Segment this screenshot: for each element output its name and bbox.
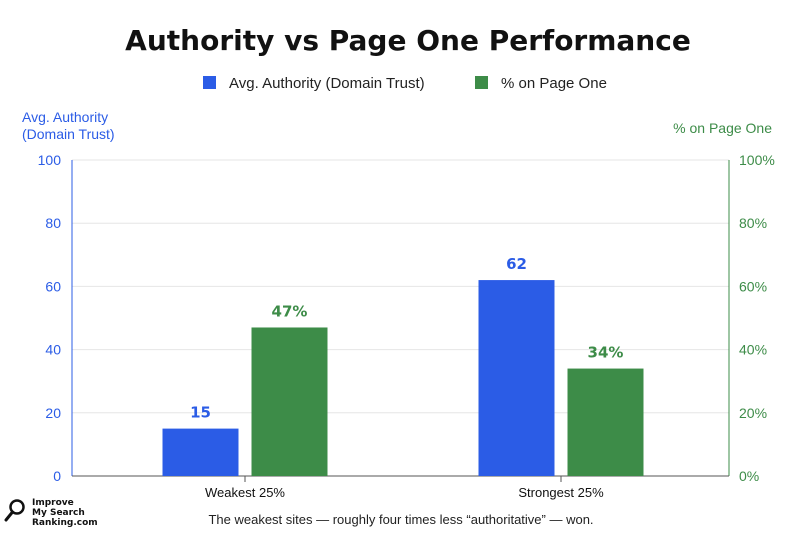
legend-label-page-one: % on Page One: [501, 75, 607, 92]
right-tick-label-0: 0%: [739, 468, 759, 484]
legend-label-authority: Avg. Authority (Domain Trust): [229, 75, 425, 92]
category-label-1: Strongest 25%: [518, 485, 604, 500]
bar-authority-1: [478, 280, 555, 476]
left-axis-title-line-1: Avg. Authority: [22, 109, 108, 125]
chart-title: Authority vs Page One Performance: [125, 24, 691, 57]
bar-authority-0: [162, 428, 239, 476]
right-tick-label-5: 100%: [739, 152, 775, 168]
right-tick-label-1: 20%: [739, 405, 767, 421]
right-tick-label-2: 40%: [739, 342, 767, 358]
data-label-authority-1: 62: [506, 255, 527, 273]
left-tick-label-2: 40: [45, 342, 61, 358]
left-tick-label-1: 20: [45, 405, 61, 421]
labels: 15 47% 62 34%: [190, 255, 623, 422]
right-tick-label-3: 60%: [739, 278, 767, 294]
legend-swatch-page-one: [475, 76, 488, 89]
data-label-authority-0: 15: [190, 404, 211, 422]
left-tick-label-5: 100: [38, 152, 62, 168]
chart-caption: The weakest sites — roughly four times l…: [208, 512, 593, 527]
left-tick-label-4: 80: [45, 215, 61, 231]
right-tick-label-4: 80%: [739, 215, 767, 231]
left-tick-label-3: 60: [45, 278, 61, 294]
bar-page-one-0: [251, 327, 328, 476]
logo-line-1: Improve: [32, 498, 74, 508]
logo-text: Improve My Search Ranking.com: [32, 498, 98, 528]
bar-page-one-1: [567, 368, 644, 476]
data-label-page-one-0: 47%: [272, 302, 308, 320]
logo-line-2: My Search: [32, 508, 85, 518]
axes: 0 20 40 60 80 100 0% 20% 40% 60% 80% 100% Weakest 25…: [38, 152, 775, 500]
left-axis-title: Avg. Authority (Domain Trust): [22, 109, 115, 142]
left-axis-title-line-2: (Domain Trust): [22, 126, 115, 142]
left-tick-label-0: 0: [53, 468, 61, 484]
site-logo: Improve My Search Ranking.com: [4, 498, 98, 528]
data-label-page-one-1: 34%: [588, 344, 624, 362]
category-label-0: Weakest 25%: [205, 485, 285, 500]
legend-swatch-authority: [203, 76, 216, 89]
legend: Avg. Authority (Domain Trust) % on Page …: [203, 75, 607, 92]
logo-line-3: Ranking.com: [32, 518, 98, 528]
right-axis-title: % on Page One: [673, 120, 772, 136]
bars: [162, 280, 644, 476]
magnifier-icon: [4, 499, 25, 522]
